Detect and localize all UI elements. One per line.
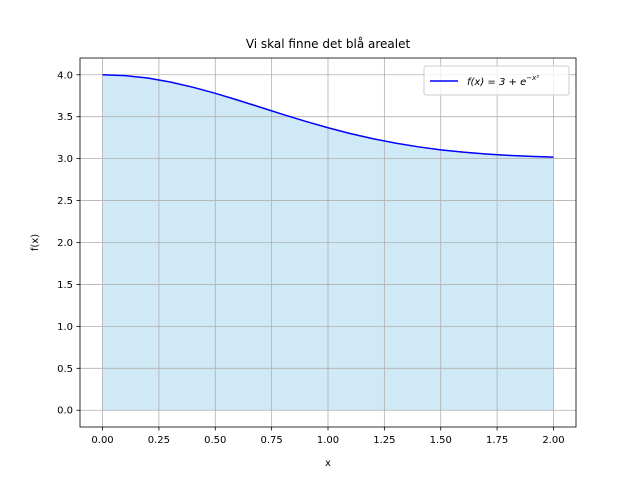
x-tick-label: 0.00 (91, 435, 113, 446)
y-tick-label: 2.0 (57, 238, 73, 249)
x-tick-label: 1.50 (430, 435, 452, 446)
x-axis-ticks: 0.00 0.25 0.50 0.75 1.00 1.25 1.50 1.75 2.00 (91, 427, 565, 446)
legend-label-base: f(x) = 3 + e (467, 77, 526, 88)
y-tick-label: 1.5 (57, 280, 73, 291)
y-tick-label: 0.5 (57, 364, 73, 375)
legend-label: f(x) = 3 + e−x² (467, 74, 539, 88)
x-tick-label: 1.00 (317, 435, 339, 446)
y-tick-label: 4.0 (57, 70, 73, 81)
series-line-layer (102, 74, 554, 158)
y-tick-label: 0.0 (57, 406, 73, 417)
y-tick-label: 3.0 (57, 154, 73, 165)
y-axis-ticks: 0.0 0.5 1.0 1.5 2.0 2.5 3.0 3.5 4.0 (57, 70, 80, 417)
y-tick-label: 1.0 (57, 322, 73, 333)
grid-layer (80, 58, 576, 427)
legend-label-exponent: −x² (526, 74, 539, 82)
y-tick-label: 3.5 (57, 112, 73, 123)
series-line (102, 74, 554, 158)
y-tick-label: 2.5 (57, 196, 73, 207)
x-tick-label: 0.25 (148, 435, 170, 446)
legend: f(x) = 3 + e−x² (423, 65, 570, 96)
chart-title: Vi skal finne det blå arealet (246, 37, 411, 51)
x-axis-label: x (325, 458, 331, 469)
y-axis-label: f(x) (30, 234, 41, 251)
legend-box (423, 65, 570, 96)
x-tick-label: 0.75 (261, 435, 283, 446)
x-tick-label: 1.75 (486, 435, 508, 446)
x-tick-label: 2.00 (542, 435, 564, 446)
x-tick-label: 0.50 (204, 435, 226, 446)
x-tick-label: 1.25 (373, 435, 395, 446)
